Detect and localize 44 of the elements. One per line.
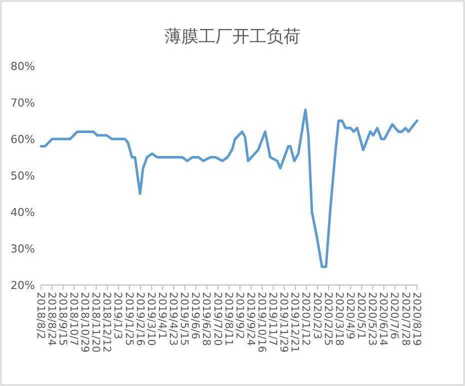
x-tick-label: 2019/9/2: [233, 292, 246, 340]
x-tick-label: 2019/1/25: [122, 292, 135, 346]
x-tick-label: 2019/1/3: [112, 292, 124, 340]
x-tick-label: 2019/11/7: [266, 292, 279, 346]
x-tick-label: 2019/6/28: [200, 292, 212, 346]
x-tick-label: 2019/2/16: [134, 292, 146, 346]
x-tick-label: 2020/8/19: [410, 292, 422, 346]
y-tick-label: 80%: [10, 60, 35, 73]
x-tick-label: 2020/2/3: [310, 292, 323, 340]
x-tick-label: 2018/10/7: [68, 292, 80, 346]
y-tick-label: 50%: [10, 169, 35, 182]
x-tick-label: 2019/3/10: [144, 292, 157, 346]
x-tick-label: 2019/9/24: [244, 292, 256, 346]
x-tick-label: 2020/2/25: [322, 292, 334, 346]
x-tick-label: 2020/5/23: [366, 292, 378, 346]
x-tick-label: 2019/4/1: [156, 292, 168, 340]
x-tick-label: 2018/9/15: [56, 292, 68, 346]
x-tick-label: 2019/4/23: [167, 292, 180, 346]
x-tick-label: 2018/10/29: [78, 292, 91, 353]
chart-title: 薄膜工厂开工负荷: [164, 27, 300, 47]
x-tick-label: 2018/8/24: [45, 292, 58, 346]
y-tick-label: 40%: [10, 206, 35, 219]
x-tick-label: 2019/11/29: [278, 292, 290, 353]
y-tick-label: 60%: [10, 132, 35, 146]
x-tick-label: 2019/12/21: [288, 292, 301, 353]
y-tick-label: 70%: [10, 96, 35, 110]
x-tick-label: 2020/5/1: [355, 292, 368, 340]
x-tick-label: 2020/7/6: [388, 292, 400, 340]
x-tick-label: 2018/8/2: [34, 292, 46, 340]
x-tick-label: 2019/5/15: [178, 292, 190, 346]
y-tick-label: 30%: [10, 242, 35, 256]
x-tick-label: 2019/6/6: [189, 292, 202, 340]
x-tick-label: 2020/1/12: [300, 292, 312, 346]
x-tick-label: 2019/8/11: [222, 292, 234, 346]
x-tick-label: 2020/6/14: [377, 292, 390, 346]
x-tick-label: 2018/12/12: [100, 292, 113, 353]
x-tick-label: 2020/4/9: [344, 292, 356, 340]
x-tick-label: 2020/3/18: [332, 292, 345, 346]
x-tick-label: 2019/10/16: [256, 292, 268, 353]
y-tick-label: 20%: [10, 278, 35, 292]
line-series: [40, 108, 418, 268]
x-tick-label: 2020/7/28: [399, 292, 412, 346]
x-tick-label: 2018/11/20: [90, 292, 102, 353]
x-tick-label: 2019/7/20: [211, 292, 224, 346]
